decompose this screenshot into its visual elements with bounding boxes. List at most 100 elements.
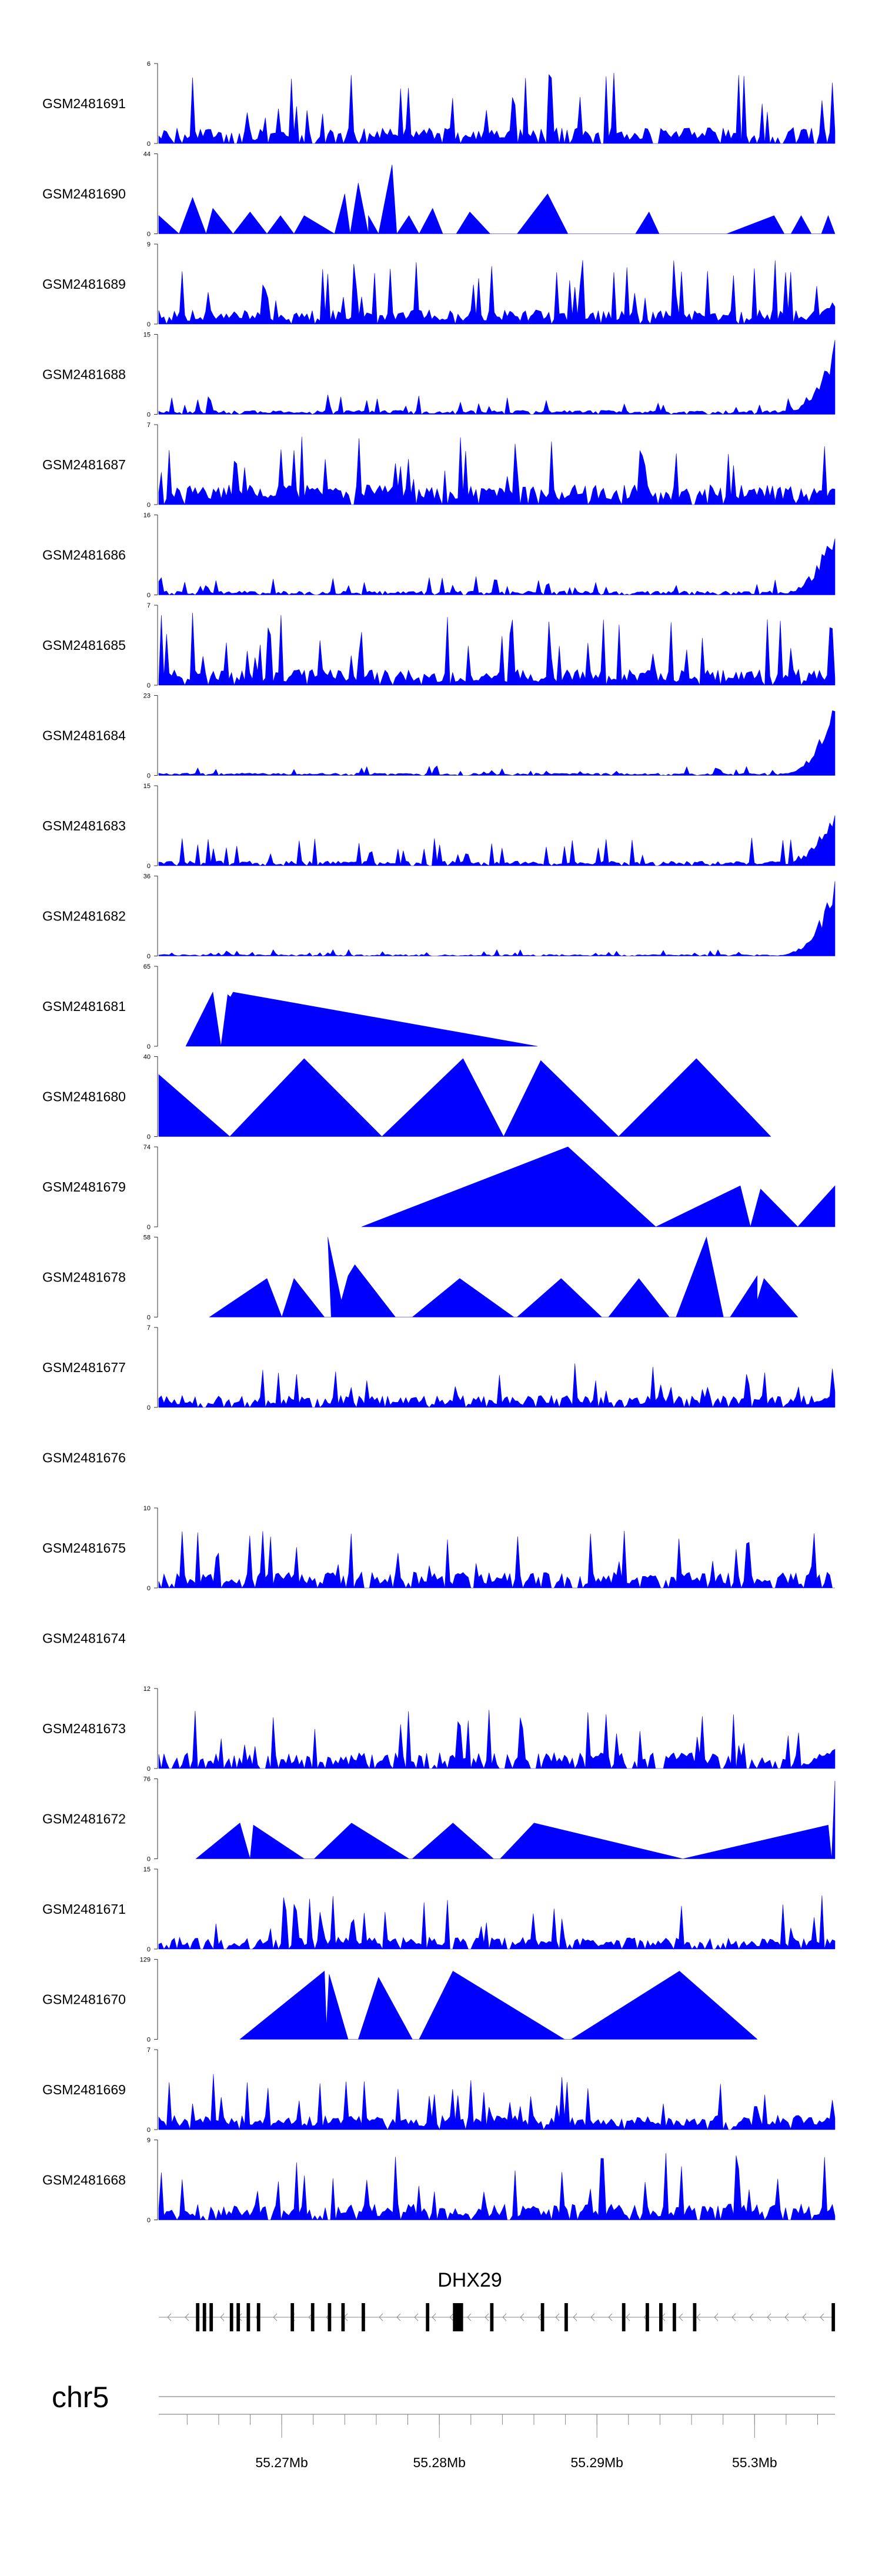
track-label-gsm2481689: GSM2481689: [42, 276, 126, 292]
coverage-area-gsm2481680: [158, 1058, 771, 1137]
track-label-gsm2481679: GSM2481679: [42, 1179, 126, 1194]
strand-arrow: [502, 2313, 507, 2321]
coverage-area-gsm2481669: [158, 2074, 836, 2131]
coverage-area-gsm2481672: [195, 1781, 836, 1859]
y-max-label-gsm2481675: 10: [143, 1505, 151, 1512]
track-label-gsm2481688: GSM2481688: [42, 367, 126, 382]
x-tick-label: 55.27Mb: [255, 2455, 308, 2470]
coverage-area-gsm2481678: [209, 1236, 799, 1318]
strand-arrow: [167, 2313, 172, 2321]
coverage-area-gsm2481691: [158, 72, 836, 145]
y-zero-label-gsm2481691: 0: [147, 141, 151, 148]
track-label-gsm2481669: GSM2481669: [42, 2082, 126, 2097]
strand-arrow: [679, 2313, 683, 2321]
y-zero-label-gsm2481679: 0: [147, 1224, 151, 1231]
y-zero-label-gsm2481673: 0: [147, 1766, 151, 1773]
exon-block: [540, 2303, 544, 2331]
exon-block: [362, 2303, 365, 2331]
strand-arrow: [820, 2313, 824, 2321]
y-max-label-gsm2481669: 7: [147, 2047, 151, 2054]
exon-block: [246, 2303, 250, 2331]
x-tick-label: 55.3Mb: [732, 2455, 777, 2470]
y-zero-label-gsm2481680: 0: [147, 1134, 151, 1141]
y-zero-label-gsm2481672: 0: [147, 1856, 151, 1863]
coverage-area-gsm2481671: [158, 1895, 836, 1950]
coverage-area-gsm2481687: [158, 436, 836, 506]
exon-block: [236, 2303, 240, 2331]
coverage-area-gsm2481689: [158, 260, 836, 325]
exon-block: [453, 2303, 463, 2331]
strand-arrow: [414, 2313, 419, 2321]
exon-block: [229, 2303, 233, 2331]
strand-arrow: [802, 2313, 807, 2321]
coverage-area-gsm2481686: [158, 538, 836, 596]
track-label-gsm2481680: GSM2481680: [42, 1089, 126, 1105]
strand-arrow: [767, 2313, 771, 2321]
coverage-area-gsm2481668: [158, 2153, 836, 2221]
track-label-gsm2481683: GSM2481683: [42, 818, 126, 833]
strand-arrow: [467, 2313, 472, 2321]
coverage-area-gsm2481685: [158, 612, 836, 686]
track-label-gsm2481675: GSM2481675: [42, 1540, 126, 1556]
strand-arrow: [273, 2313, 278, 2321]
coverage-area-gsm2481690: [158, 164, 836, 235]
track-label-gsm2481684: GSM2481684: [42, 728, 126, 743]
y-zero-label-gsm2481671: 0: [147, 1946, 151, 1953]
y-max-label-gsm2481671: 15: [143, 1866, 151, 1873]
exon-block: [622, 2303, 626, 2331]
track-label-gsm2481681: GSM2481681: [42, 999, 126, 1014]
exon-block: [659, 2303, 663, 2331]
coverage-area-gsm2481677: [158, 1363, 836, 1409]
track-label-gsm2481671: GSM2481671: [42, 1901, 126, 1917]
y-max-label-gsm2481677: 7: [147, 1324, 151, 1332]
y-zero-label-gsm2481685: 0: [147, 682, 151, 689]
y-zero-label-gsm2481683: 0: [147, 863, 151, 870]
x-tick-label: 55.29Mb: [570, 2455, 623, 2470]
coverage-area-gsm2481682: [158, 881, 836, 956]
strand-arrow: [555, 2313, 560, 2321]
y-max-label-gsm2481673: 12: [143, 1686, 151, 1693]
y-zero-label-gsm2481675: 0: [147, 1585, 151, 1592]
strand-arrow: [520, 2313, 524, 2321]
y-max-label-gsm2481689: 9: [147, 241, 151, 248]
y-zero-label-gsm2481686: 0: [147, 592, 151, 599]
y-max-label-gsm2481668: 9: [147, 2137, 151, 2144]
strand-arrow: [608, 2313, 613, 2321]
track-label-gsm2481672: GSM2481672: [42, 1811, 126, 1827]
exon-block: [256, 2303, 260, 2331]
y-max-label-gsm2481670: 129: [140, 1957, 151, 1964]
exon-block: [673, 2303, 676, 2331]
exon-block: [426, 2303, 430, 2331]
y-max-label-gsm2481690: 44: [143, 151, 151, 158]
exon-block: [646, 2303, 649, 2331]
track-label-gsm2481678: GSM2481678: [42, 1270, 126, 1285]
coverage-area-gsm2481688: [158, 340, 836, 415]
y-max-label-gsm2481684: 23: [143, 693, 151, 700]
track-label-gsm2481686: GSM2481686: [42, 548, 126, 563]
strand-arrow: [714, 2313, 719, 2321]
exon-block: [202, 2303, 206, 2331]
strand-arrow: [449, 2313, 454, 2321]
y-max-label-gsm2481686: 16: [143, 512, 151, 519]
y-zero-label-gsm2481670: 0: [147, 2037, 151, 2044]
strand-arrow: [396, 2313, 401, 2321]
y-zero-label-gsm2481690: 0: [147, 231, 151, 238]
exon-block: [490, 2303, 494, 2331]
track-label-gsm2481674: GSM2481674: [42, 1631, 126, 1646]
y-max-label-gsm2481688: 15: [143, 332, 151, 339]
exon-block: [290, 2303, 295, 2331]
strand-arrow: [573, 2313, 577, 2321]
y-zero-label-gsm2481677: 0: [147, 1404, 151, 1412]
track-label-gsm2481676: GSM2481676: [42, 1450, 126, 1466]
strand-arrow: [432, 2313, 436, 2321]
y-zero-label-gsm2481687: 0: [147, 502, 151, 509]
y-zero-label-gsm2481682: 0: [147, 953, 151, 960]
track-label-gsm2481670: GSM2481670: [42, 1992, 126, 2007]
strand-arrow: [749, 2313, 754, 2321]
coverage-area-gsm2481670: [239, 1970, 758, 2040]
y-zero-label-gsm2481688: 0: [147, 412, 151, 419]
y-max-label-gsm2481672: 76: [143, 1776, 151, 1783]
strand-arrow: [590, 2313, 595, 2321]
coverage-area-gsm2481679: [361, 1146, 836, 1227]
